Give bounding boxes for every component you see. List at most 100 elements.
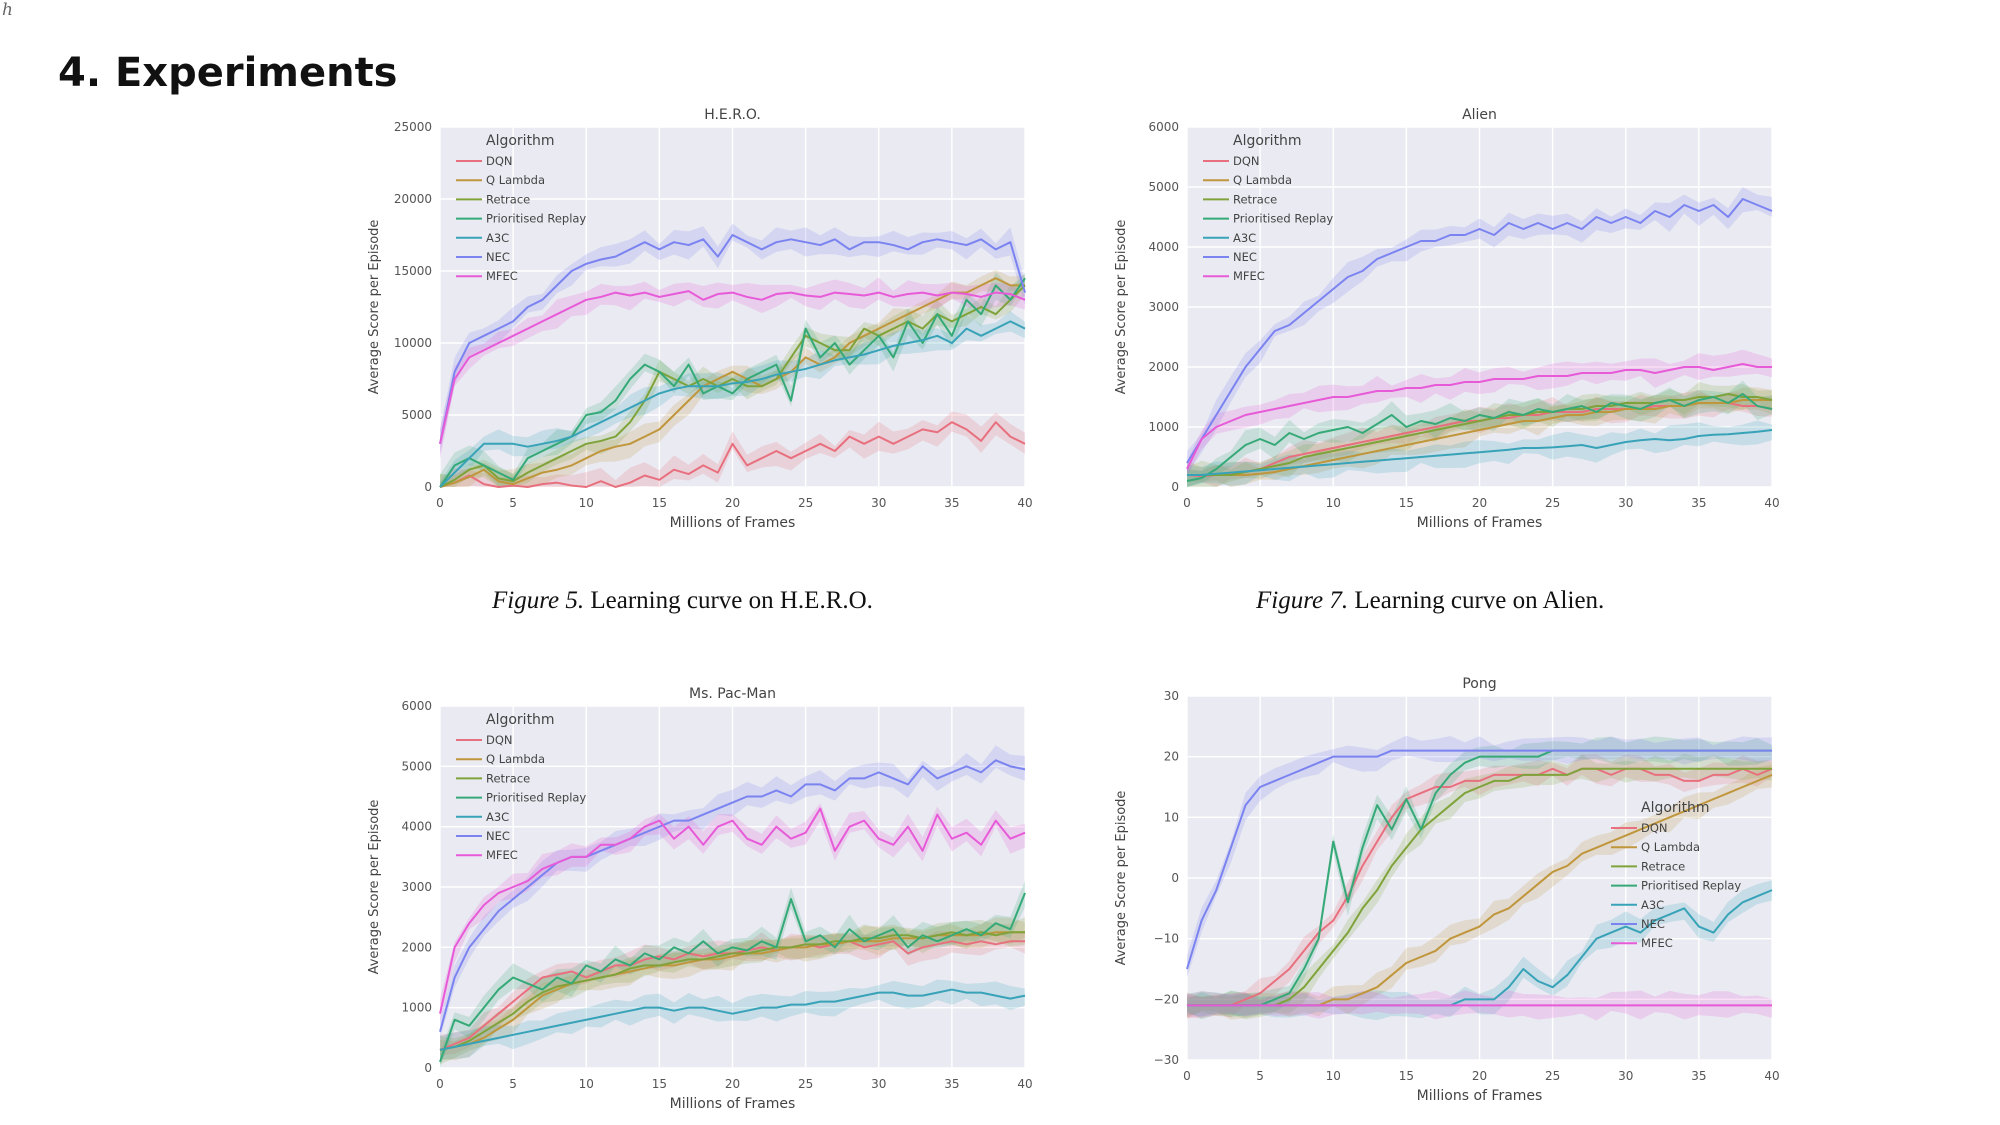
y-tick-label: 5000 [401, 759, 432, 773]
legend-entry: Retrace [486, 192, 530, 206]
legend-entry: Q Lambda [1233, 173, 1292, 187]
x-tick-label: 25 [798, 1077, 813, 1091]
chart-3: 0 5 10 15 20 25 30 35 40 0 1000 2000 3000 4000 5000 600… [367, 686, 1033, 1112]
legend-entry: Retrace [486, 771, 530, 785]
y-tick-label: 10000 [394, 336, 432, 350]
legend-entry: Q Lambda [1641, 840, 1700, 854]
y-axis-label: Average Score per Episode [1114, 791, 1129, 966]
y-tick-label: 0 [424, 1061, 432, 1075]
series-line-mfec [439, 290, 1026, 445]
series-line-retrace [1187, 393, 1773, 476]
y-axis-label: Average Score per Episode [367, 220, 382, 395]
legend-entry: DQN [486, 733, 513, 747]
y-tick-label: 5000 [401, 408, 432, 422]
y-tick-label: 6000 [1148, 120, 1179, 134]
legend-entry: A3C [1641, 898, 1664, 912]
x-tick-label: 5 [1256, 1069, 1264, 1083]
x-tick-label: 5 [1256, 496, 1264, 510]
x-tick-label: 30 [1618, 1069, 1633, 1083]
legend-title: Algorithm [1641, 800, 1710, 816]
y-tick-label: 0 [1171, 871, 1179, 885]
x-tick-label: 25 [1545, 1069, 1560, 1083]
legend-entry: DQN [1641, 821, 1668, 835]
series-line-q-lambda [439, 277, 1025, 488]
series-line-mfec [439, 807, 1026, 1014]
series-line-nec [439, 759, 1026, 1033]
series-line-nec [1186, 749, 1772, 970]
series-line-dqn [439, 421, 1026, 488]
y-axis-label: Average Score per Episode [1114, 220, 1129, 395]
x-tick-label: 30 [871, 1077, 886, 1091]
x-axis-label: Millions of Frames [670, 515, 796, 531]
legend-entry: Prioritised Replay [486, 212, 586, 226]
x-tick-label: 15 [1399, 1069, 1414, 1083]
legend-entry: Q Lambda [486, 752, 545, 766]
y-tick-label: 20000 [394, 192, 432, 206]
legend-entry: Retrace [1641, 859, 1685, 873]
y-tick-label: 5000 [1148, 180, 1179, 194]
legend-entry: MFEC [486, 848, 518, 862]
series-band-a3c [440, 979, 1025, 1060]
series-band-mfec [1187, 349, 1772, 475]
legend-entry: MFEC [1233, 269, 1265, 283]
series-line-prioritised-replay [439, 277, 1026, 488]
y-tick-label: 6000 [401, 699, 432, 713]
y-tick-label: 1000 [1148, 420, 1179, 434]
y-tick-label: −20 [1154, 992, 1179, 1006]
chart-4: 0 5 10 15 20 25 30 35 40 −30 −20 −10 0 10 20 30 Pong Mill… [1114, 676, 1780, 1104]
chart-title: Pong [1462, 676, 1496, 692]
chart-title: Alien [1462, 107, 1497, 123]
x-axis-label: Millions of Frames [1417, 1088, 1543, 1104]
series-band-a3c [1187, 420, 1772, 487]
legend-entry: DQN [486, 154, 513, 168]
series-line-nec [439, 234, 1026, 444]
legend-entry: Prioritised Replay [1233, 212, 1333, 226]
legend-entry: NEC [1233, 250, 1257, 264]
x-tick-label: 15 [1399, 496, 1414, 510]
x-tick-label: 20 [1472, 1069, 1487, 1083]
series-line-a3c [439, 320, 1026, 488]
caption-figure-5: Figure 5. Learning curve on H.E.R.O. [492, 587, 873, 614]
legend-title: Algorithm [486, 133, 555, 149]
y-tick-label: 3000 [1148, 300, 1179, 314]
legend-entry: Retrace [1233, 192, 1277, 206]
x-tick-label: 35 [1691, 1069, 1706, 1083]
x-tick-label: 40 [1017, 1077, 1032, 1091]
x-tick-label: 0 [436, 496, 444, 510]
y-tick-label: 2000 [1148, 360, 1179, 374]
x-tick-label: 0 [436, 1077, 444, 1091]
x-tick-label: 5 [509, 1077, 517, 1091]
x-axis-label: Millions of Frames [670, 1096, 796, 1112]
y-tick-label: 0 [424, 480, 432, 494]
series-band-q-lambda [440, 917, 1025, 1061]
x-tick-label: 10 [1326, 1069, 1341, 1083]
chart-title: H.E.R.O. [704, 107, 761, 123]
series-band-dqn [1187, 390, 1772, 487]
series-line-prioritised-replay [1186, 393, 1773, 482]
y-tick-label: 10 [1164, 810, 1179, 824]
caption-figure-7: Figure 7. Learning curve on Alien. [1256, 587, 1605, 614]
legend-entry: A3C [1233, 231, 1256, 245]
legend-entry: NEC [1641, 917, 1665, 931]
x-tick-label: 25 [1545, 496, 1560, 510]
series-line-dqn [1187, 767, 1773, 1007]
series-line-mfec [1186, 363, 1772, 470]
x-tick-label: 5 [509, 496, 517, 510]
y-tick-label: 15000 [394, 264, 432, 278]
x-tick-label: 40 [1017, 496, 1032, 510]
legend-title: Algorithm [486, 712, 555, 728]
chart-2: 0 5 10 15 20 25 30 35 40 0 1000 2000 3000 4000 5000 600… [1114, 107, 1780, 531]
y-tick-label: −30 [1154, 1053, 1179, 1067]
x-tick-label: 15 [652, 496, 667, 510]
y-axis-label: Average Score per Episode [367, 800, 382, 975]
corner-glyph: h [2, 0, 13, 20]
series-line-a3c [1187, 429, 1773, 476]
series-band-prioritised-replay [1187, 380, 1772, 487]
x-tick-label: 35 [1691, 496, 1706, 510]
series-band-nec [440, 745, 1025, 1039]
legend-entry: Prioritised Replay [486, 791, 586, 805]
legend-entry: A3C [486, 231, 509, 245]
legend-title: Algorithm [1233, 133, 1302, 149]
y-tick-label: 3000 [401, 880, 432, 894]
